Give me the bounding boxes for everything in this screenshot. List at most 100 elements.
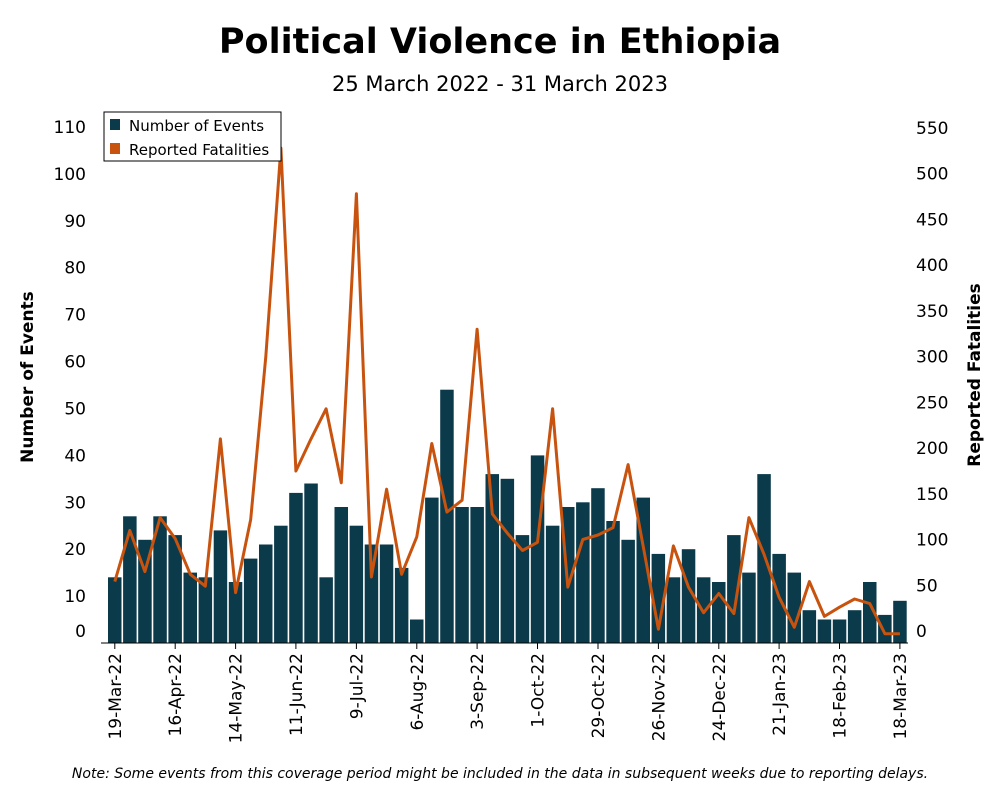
events-bar xyxy=(228,582,243,643)
x-tick-label: 21-Jan-23 xyxy=(770,653,790,736)
events-bar xyxy=(530,455,545,643)
fatalities-line-layer xyxy=(113,146,900,636)
events-bar xyxy=(681,549,696,643)
events-bar xyxy=(576,502,590,643)
events-bar xyxy=(364,544,379,643)
events-bar xyxy=(651,553,666,643)
y-tick-label: 50 xyxy=(64,400,86,420)
x-axis: 19-Mar-22 16-Apr-22 14-May-22 11-Jun-22 9-Ju… xyxy=(101,642,911,743)
y2-tick-label: 200 xyxy=(916,439,948,459)
events-bar xyxy=(878,614,892,643)
x-tick-label: 29-Oct-22 xyxy=(589,653,609,738)
events-bar xyxy=(425,497,439,643)
x-tick-label: 11-Jun-22 xyxy=(287,653,307,736)
events-bar xyxy=(243,558,258,643)
fatalities-line xyxy=(113,146,900,636)
events-bar xyxy=(410,619,424,643)
y2-tick-label: 400 xyxy=(916,256,948,276)
y-tick-label: 60 xyxy=(64,353,86,373)
y-tick-label: 100 xyxy=(54,165,86,185)
y-tick-label: 40 xyxy=(64,446,86,466)
x-tick-label: 18-Mar-23 xyxy=(891,653,911,740)
events-bar xyxy=(440,389,454,643)
y2-tick-label: 250 xyxy=(916,393,948,413)
chart-subtitle: 25 March 2022 - 31 March 2023 xyxy=(332,72,668,96)
y2-tick-label: 550 xyxy=(916,119,948,139)
x-tick-label: 16-Apr-22 xyxy=(166,653,186,736)
y-tick-label: 20 xyxy=(64,540,86,560)
events-bar xyxy=(606,521,620,643)
y2-tick-label: 450 xyxy=(916,211,948,231)
events-bars xyxy=(108,389,907,643)
right-axis: 0 50 100 150 200 250 300 350 400 450 500 550 xyxy=(916,119,948,642)
y-tick-label: 30 xyxy=(64,493,86,513)
events-bar xyxy=(108,577,122,643)
events-bar xyxy=(712,582,726,643)
y-tick-label: 80 xyxy=(64,259,86,279)
events-bar xyxy=(591,488,605,643)
events-bar xyxy=(213,530,228,643)
events-bar xyxy=(621,539,635,643)
events-bar xyxy=(394,567,409,643)
left-axis: 0 10 20 30 40 50 60 70 80 90 100 110 xyxy=(54,118,86,642)
y2-tick-label: 0 xyxy=(916,622,927,642)
events-bar xyxy=(334,507,348,643)
x-tick-label: 6-Aug-22 xyxy=(408,653,428,731)
events-bar xyxy=(289,492,303,643)
events-bar xyxy=(802,610,817,643)
events-bar xyxy=(274,525,288,643)
x-tick-label: 18-Feb-23 xyxy=(831,653,851,739)
events-bar xyxy=(832,619,847,643)
x-tick-label: 3-Sep-22 xyxy=(468,653,488,730)
events-bar xyxy=(893,600,907,643)
events-bar xyxy=(123,516,137,643)
events-bar xyxy=(863,582,877,643)
y-tick-label: 0 xyxy=(75,622,86,642)
x-tick-label: 26-Nov-22 xyxy=(649,653,669,741)
legend-swatch-fatalities xyxy=(110,143,120,154)
x-tick-label: 14-May-22 xyxy=(227,653,247,743)
chart-title: Political Violence in Ethiopia xyxy=(218,22,782,62)
events-bar xyxy=(787,572,801,643)
legend-label-events: Number of Events xyxy=(129,117,264,135)
events-bar xyxy=(349,525,364,643)
events-bar xyxy=(817,619,832,643)
y-tick-label: 90 xyxy=(64,212,86,232)
y2-tick-label: 500 xyxy=(916,165,948,185)
events-bar xyxy=(455,507,469,643)
y2-tick-label: 350 xyxy=(916,302,948,322)
events-bar xyxy=(545,525,560,643)
events-bar xyxy=(319,577,333,643)
events-bar xyxy=(259,544,273,643)
events-bar xyxy=(500,478,515,643)
y2-axis-title: Reported Fatalities xyxy=(965,283,985,467)
events-bar xyxy=(515,535,530,643)
legend-label-fatalities: Reported Fatalities xyxy=(129,141,269,159)
events-bar xyxy=(304,483,318,643)
events-bar xyxy=(666,577,681,643)
y-tick-label: 10 xyxy=(64,587,86,607)
y-axis-title: Number of Events xyxy=(18,291,38,463)
events-bar xyxy=(198,577,213,643)
legend-swatch-events xyxy=(110,119,120,130)
events-bar xyxy=(727,535,741,643)
events-bar xyxy=(168,535,182,643)
events-bar xyxy=(379,544,394,643)
legend: Number of Events Reported Fatalities xyxy=(103,111,282,162)
y2-tick-label: 100 xyxy=(916,531,948,551)
y2-tick-label: 50 xyxy=(916,576,938,596)
x-tick-label: 1-Oct-22 xyxy=(529,653,549,728)
x-tick-label: 9-Jul-22 xyxy=(347,653,367,719)
y-tick-label: 110 xyxy=(54,118,86,138)
x-tick-label: 19-Mar-22 xyxy=(106,653,126,740)
footnote: Note: Some events from this coverage per… xyxy=(71,766,929,782)
events-bar xyxy=(847,610,862,643)
x-tick-label: 24-Dec-22 xyxy=(710,653,730,741)
events-bar xyxy=(183,572,197,643)
y2-tick-label: 150 xyxy=(916,485,948,505)
legend-box xyxy=(103,111,282,162)
events-bar xyxy=(742,572,756,643)
events-bar xyxy=(153,516,167,643)
y2-tick-label: 300 xyxy=(916,348,948,368)
